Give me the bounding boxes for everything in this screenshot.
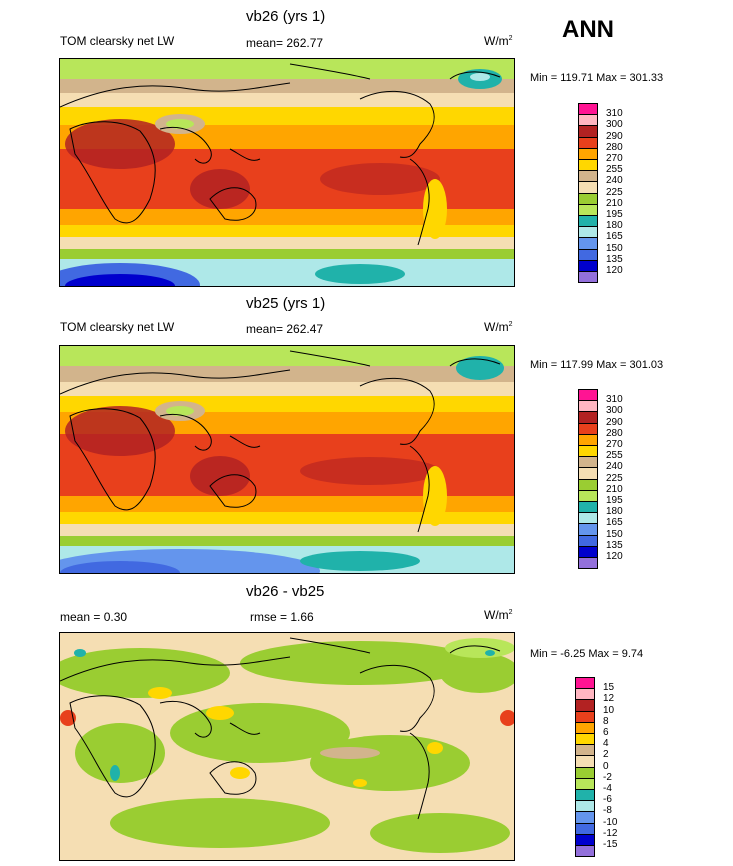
colorbar-tick-label: 4 bbox=[603, 738, 609, 750]
colorbar-tick-label: 195 bbox=[606, 495, 623, 506]
colorbar-tick-label: 150 bbox=[606, 242, 623, 254]
panel3-title: vb26 - vb25 bbox=[246, 583, 325, 600]
colorbar-tick-label: 210 bbox=[606, 197, 623, 209]
colorbar-tick-label: 15 bbox=[603, 682, 615, 694]
colorbar-tick-label: 180 bbox=[606, 220, 623, 232]
colorbar-tick-label: 270 bbox=[606, 439, 623, 450]
panel3-minmax: Min = -6.25 Max = 9.74 bbox=[530, 648, 644, 660]
panel1-minmax: Min = 119.71 Max = 301.33 bbox=[530, 72, 664, 84]
colorbar-tick-label: 290 bbox=[606, 416, 623, 428]
colorbar-tick-label: 10 bbox=[603, 704, 615, 716]
colorbar-tick-label: 300 bbox=[606, 119, 623, 131]
panel1-variable-label: TOM clearsky net LW bbox=[60, 34, 175, 48]
panel3-map bbox=[59, 632, 515, 861]
colorbar-tick-label: 165 bbox=[606, 517, 623, 529]
colorbar-tick-label: -6 bbox=[603, 794, 612, 806]
panel2-map bbox=[59, 345, 515, 574]
colorbar-swatch bbox=[578, 271, 598, 284]
colorbar-swatch bbox=[578, 557, 598, 570]
colorbar-tick-label: 290 bbox=[606, 130, 623, 142]
panel2-title: vb25 (yrs 1) bbox=[246, 295, 326, 312]
colorbar-tick-label: -8 bbox=[603, 805, 612, 817]
colorbar-tick-label: 255 bbox=[606, 450, 623, 462]
panel2-variable-label: TOM clearsky net LW bbox=[60, 320, 175, 334]
colorbar-tick-label: 0 bbox=[603, 760, 609, 772]
colorbar-tick-label: -10 bbox=[603, 816, 618, 828]
panel3-mean-label: mean = 0.30 bbox=[60, 610, 128, 624]
colorbar-tick-label: 210 bbox=[606, 483, 623, 495]
colorbar-tick-label: 255 bbox=[606, 164, 623, 176]
colorbar-tick-label: -2 bbox=[603, 771, 612, 783]
colorbar-tick-label: 120 bbox=[606, 265, 623, 276]
panel1-units: W/m2 bbox=[484, 34, 513, 48]
colorbar-tick-label: 8 bbox=[603, 715, 609, 727]
panel2-units: W/m2 bbox=[484, 320, 513, 334]
colorbar-tick-label: 195 bbox=[606, 209, 623, 220]
panel2-mean-label: mean= 262.47 bbox=[246, 322, 324, 336]
colorbar-tick-label: 180 bbox=[606, 506, 623, 518]
panel3-units: W/m2 bbox=[484, 608, 513, 622]
colorbar-tick-label: -12 bbox=[603, 827, 618, 839]
colorbar-tick-label: 225 bbox=[606, 186, 623, 198]
colorbar-tick-label: 240 bbox=[606, 175, 623, 187]
colorbar-tick-label: 240 bbox=[606, 461, 623, 473]
panel3-rmse-label: rmse = 1.66 bbox=[250, 610, 314, 624]
colorbar-tick-label: -4 bbox=[603, 783, 612, 794]
panel1-title: vb26 (yrs 1) bbox=[246, 8, 326, 25]
colorbar-tick-label: 6 bbox=[603, 727, 609, 738]
colorbar-tick-label: 280 bbox=[606, 141, 623, 153]
panel1-mean-label: mean= 262.77 bbox=[246, 36, 324, 50]
colorbar-tick-label: 310 bbox=[606, 394, 623, 406]
panel2-minmax: Min = 117.99 Max = 301.03 bbox=[530, 359, 664, 371]
colorbar-tick-label: 2 bbox=[603, 749, 609, 761]
colorbar-tick-label: 150 bbox=[606, 528, 623, 540]
colorbar-tick-label: 310 bbox=[606, 108, 623, 120]
colorbar-tick-label: -15 bbox=[603, 839, 618, 850]
colorbar-swatch bbox=[575, 845, 595, 858]
colorbar-tick-label: 135 bbox=[606, 539, 623, 551]
panel1-map bbox=[59, 58, 515, 287]
colorbar-tick-label: 300 bbox=[606, 405, 623, 417]
colorbar-tick-label: 120 bbox=[606, 551, 623, 562]
colorbar-tick-label: 12 bbox=[603, 693, 615, 705]
colorbar-tick-label: 225 bbox=[606, 472, 623, 484]
season-label: ANN bbox=[562, 16, 614, 43]
colorbar-tick-label: 270 bbox=[606, 153, 623, 164]
colorbar-tick-label: 280 bbox=[606, 427, 623, 439]
colorbar-tick-label: 135 bbox=[606, 253, 623, 265]
colorbar-tick-label: 165 bbox=[606, 231, 623, 243]
